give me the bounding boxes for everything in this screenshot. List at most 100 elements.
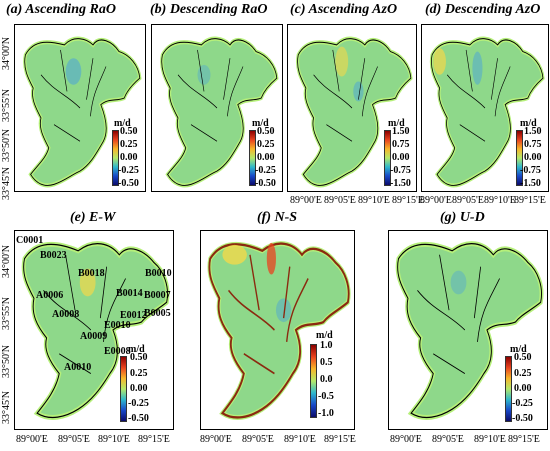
map-panel-f xyxy=(200,230,355,430)
lon-label-89-10: 89°10'E xyxy=(358,195,390,206)
unit-label-f: m/d xyxy=(316,330,333,341)
colorbar-d xyxy=(516,130,523,186)
lon-label-89-10-f: 89°10'E xyxy=(284,434,316,445)
colorbar-b-tick-1: 0.50 xyxy=(257,126,275,137)
colorbar-f-tick-1: 1.0 xyxy=(320,340,333,351)
map-panel-b xyxy=(151,24,283,192)
unit-label-a: m/d xyxy=(114,118,131,129)
colorbar-g-tick-5: -0.50 xyxy=(512,413,533,424)
colorbar-b-tick-3: 0.00 xyxy=(257,152,275,163)
colorbar-a-tick-3: 0.00 xyxy=(120,152,138,163)
colorbar-g-tick-3: 0.00 xyxy=(514,383,532,394)
panel-e-title: (e) E-W xyxy=(70,210,116,225)
map-panel-d xyxy=(421,24,549,192)
unit-label-d: m/d xyxy=(520,118,537,129)
glacier-map-b xyxy=(160,36,279,188)
point-label-a0010: A0010 xyxy=(64,362,92,373)
point-label-b0023: B0023 xyxy=(40,250,67,261)
point-label-a0006: A0006 xyxy=(36,290,64,301)
colorbar-d-tick-1: 1.50 xyxy=(524,126,542,137)
point-label-b0010: B0010 xyxy=(145,268,172,279)
lon-label-89-10-e: 89°10'E xyxy=(98,434,130,445)
colorbar-d-tick-2: 0.75 xyxy=(524,139,542,150)
colorbar-g-tick-4: -0.25 xyxy=(512,398,533,409)
colorbar-f-tick-5: -1.0 xyxy=(318,408,334,419)
colorbar-a xyxy=(112,130,119,186)
lon-label-89-15-d: 89°15'E xyxy=(514,195,546,206)
lon-label-89-00-d: 89°00'E xyxy=(420,195,452,206)
map-panel-e xyxy=(14,230,174,430)
colorbar-c-tick-4: -0.75 xyxy=(390,165,411,176)
point-label-b0014: B0014 xyxy=(116,288,143,299)
colorbar-f-tick-2: 0.5 xyxy=(320,357,333,368)
unit-label-e: m/d xyxy=(128,344,145,355)
colorbar-c-tick-1: 1.50 xyxy=(392,126,410,137)
colorbar-e-tick-4: -0.25 xyxy=(128,398,149,409)
map-panel-a xyxy=(14,24,146,192)
lat-label-33-45: 33°45'N xyxy=(1,166,12,200)
lat-label-33-50: 33°50'N xyxy=(1,128,12,162)
lat-label-33-55-bottom: 33°55'N xyxy=(1,296,12,330)
lon-label-89-00-e: 89°00'E xyxy=(16,434,48,445)
glacier-map-g xyxy=(395,241,544,420)
lon-label-89-05: 89°05'E xyxy=(324,195,356,206)
point-label-a0009: A0009 xyxy=(80,331,108,342)
lon-label-89-00-g: 89°00'E xyxy=(390,434,422,445)
colorbar-e-tick-1: 0.50 xyxy=(130,352,148,363)
colorbar-b-tick-2: 0.25 xyxy=(257,139,275,150)
point-label-b0005: B0005 xyxy=(144,308,171,319)
glacier-map-a xyxy=(23,36,142,188)
colorbar-d-tick-3: 0.00 xyxy=(524,152,542,163)
panel-b-title: (b) Descending RaO xyxy=(150,2,268,17)
lon-label-89-15-e: 89°15'E xyxy=(138,434,170,445)
colorbar-a-tick-2: 0.25 xyxy=(120,139,138,150)
map-panel-c xyxy=(287,24,417,192)
point-label-b0018: B0018 xyxy=(78,268,105,279)
map-panel-g xyxy=(388,230,548,430)
point-label-e0010: E0010 xyxy=(104,320,131,331)
lon-label-89-05-g: 89°05'E xyxy=(432,434,464,445)
glacier-map-d xyxy=(429,36,545,188)
colorbar-b-tick-5: -0.50 xyxy=(255,178,276,189)
lon-label-89-15-f: 89°15'E xyxy=(324,434,356,445)
panel-a-title: (a) Ascending RaO xyxy=(6,2,116,17)
lat-label-33-50-bottom: 33°50'N xyxy=(1,344,12,378)
unit-label-c: m/d xyxy=(388,118,405,129)
lat-label-33-45-bottom: 33°45'N xyxy=(1,390,12,424)
unit-label-b: m/d xyxy=(252,118,269,129)
colorbar-e-tick-3: 0.00 xyxy=(130,383,148,394)
lon-label-89-00: 89°00'E xyxy=(290,195,322,206)
point-label-c0001: C0001 xyxy=(16,235,44,246)
point-label-b0007: B0007 xyxy=(144,290,171,301)
lon-label-89-10-g: 89°10'E xyxy=(474,434,506,445)
colorbar-a-tick-5: -0.50 xyxy=(118,178,139,189)
lat-label-34-00-bottom: 34°00'N xyxy=(1,244,12,278)
point-label-a0008: A0008 xyxy=(52,309,80,320)
colorbar-g-tick-1: 0.50 xyxy=(514,352,532,363)
lon-label-89-00-f: 89°00'E xyxy=(200,434,232,445)
lon-label-89-05-f: 89°05'E xyxy=(242,434,274,445)
colorbar-g xyxy=(505,356,512,422)
lon-label-89-15-g: 89°15'E xyxy=(508,434,540,445)
colorbar-b xyxy=(249,130,256,186)
glacier-map-e xyxy=(21,241,170,420)
colorbar-b-tick-4: -0.25 xyxy=(255,165,276,176)
colorbar-e xyxy=(120,356,127,422)
lat-label-33-55: 33°55'N xyxy=(1,88,12,122)
colorbar-a-tick-4: -0.25 xyxy=(118,165,139,176)
colorbar-c-tick-5: -1.50 xyxy=(390,178,411,189)
colorbar-f-tick-4: -0.5 xyxy=(318,391,334,402)
colorbar-c xyxy=(384,130,391,186)
colorbar-e-tick-5: -0.50 xyxy=(128,413,149,424)
colorbar-a-tick-1: 0.50 xyxy=(120,126,138,137)
colorbar-f xyxy=(310,344,317,418)
lon-label-89-05-e: 89°05'E xyxy=(58,434,90,445)
point-label-e0012: E0012 xyxy=(120,310,147,321)
colorbar-d-tick-4: -0.75 xyxy=(520,165,541,176)
colorbar-c-tick-3: 0.00 xyxy=(392,152,410,163)
lon-label-89-05-d: 89°05'E xyxy=(452,195,484,206)
panel-f-title: (f) N-S xyxy=(257,210,298,225)
lon-label-89-15: 89°15'E xyxy=(392,195,424,206)
colorbar-g-tick-2: 0.25 xyxy=(514,368,532,379)
colorbar-c-tick-2: 0.75 xyxy=(392,139,410,150)
